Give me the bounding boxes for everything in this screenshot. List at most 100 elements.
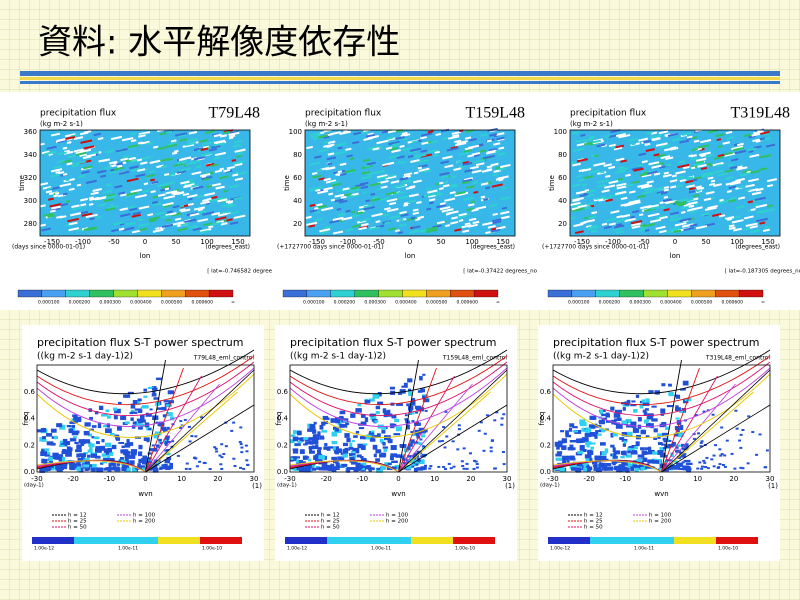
spectrum-cell <box>213 446 217 449</box>
spectrum-cell <box>142 455 148 460</box>
spectrum-cell <box>333 466 340 471</box>
field-streak <box>765 143 776 148</box>
spectrum-cell <box>141 466 148 471</box>
field-streak <box>468 223 478 228</box>
spectrum-cell <box>648 390 654 394</box>
colorbar-label: 0.000400 <box>130 300 152 306</box>
field-streak <box>223 189 229 193</box>
colorbar-cell <box>715 289 740 298</box>
field-streak <box>137 218 143 222</box>
field-streak <box>379 197 390 202</box>
field-streak <box>334 150 346 155</box>
field-streak <box>67 154 76 159</box>
spectrum-cell <box>465 462 469 465</box>
field-streak <box>463 149 472 153</box>
spectrum-cell <box>599 455 607 460</box>
spectrum-cell <box>89 446 93 450</box>
spectrum-cell <box>725 439 729 442</box>
spectrum-cell <box>569 455 575 459</box>
field-streak <box>691 147 698 152</box>
spectrum-cell <box>323 417 330 420</box>
field-streak <box>650 134 663 139</box>
spectrum-cell <box>138 451 143 457</box>
spectrum-cell <box>190 435 194 438</box>
x-tick-label: 50 <box>172 238 181 246</box>
field-streak <box>397 231 404 235</box>
spectrum-cell <box>327 466 332 471</box>
field-streak <box>697 163 707 168</box>
spectrum-cell <box>308 445 315 450</box>
spectrum-cell <box>631 450 638 455</box>
spectrum-cell <box>616 417 622 422</box>
field-streak <box>614 169 626 175</box>
spectrum-cell <box>380 465 386 470</box>
spectrum-cell <box>105 467 109 471</box>
field-streak <box>679 139 689 144</box>
spectrum-cell <box>167 390 175 395</box>
y-axis-label: time <box>548 175 556 191</box>
spectrum-cell <box>419 376 423 381</box>
field-streak <box>167 157 173 161</box>
spectrum-cell <box>648 446 652 451</box>
field-streak <box>456 140 468 145</box>
field-streak <box>327 162 333 166</box>
field-streak <box>669 179 678 183</box>
spectrum-cell <box>334 460 339 464</box>
spectrum-cell <box>694 414 698 417</box>
field-streak <box>323 177 331 182</box>
spectrum-cell <box>58 456 64 460</box>
spectrum-cell <box>700 440 704 443</box>
field-streak <box>489 133 498 137</box>
field-streak <box>501 186 508 190</box>
spectrum-cell <box>116 463 121 466</box>
resolution-label: T319L48 <box>730 105 790 122</box>
spectrum-cell <box>405 424 410 430</box>
field-streak <box>439 206 451 211</box>
kelvin-line <box>145 369 255 473</box>
field-streak <box>398 218 404 222</box>
spectrum-cell <box>598 420 605 423</box>
spectrum-cell <box>662 437 668 441</box>
spectrum-cell <box>317 458 321 462</box>
field-streak <box>315 188 321 192</box>
spectrum-cell <box>665 459 673 462</box>
field-streak <box>467 203 475 207</box>
spectrum-cell <box>631 462 638 466</box>
field-streak <box>647 212 660 218</box>
spectrum-cell <box>495 411 499 414</box>
spectrum-cell <box>390 453 398 458</box>
y-tick-label: 0.0 <box>540 468 551 476</box>
spectrum-cell <box>644 447 651 450</box>
colorbar-cell <box>378 289 403 298</box>
field-streak <box>608 180 619 185</box>
field-streak <box>632 209 640 214</box>
spectrum-cell <box>569 440 577 443</box>
spectrum-cell <box>66 424 72 428</box>
field-streak <box>695 225 708 230</box>
field-streak <box>605 198 613 202</box>
field-streak <box>68 221 78 226</box>
x-tick-label: -20 <box>320 475 331 483</box>
field-streak <box>335 142 347 147</box>
field-streak <box>698 151 711 157</box>
spectrum-cell <box>683 459 691 463</box>
colorbar-label: 1.00e-10 <box>455 546 475 552</box>
spectrum-cell <box>565 430 569 436</box>
spectrum-cell <box>317 447 322 450</box>
spectrum-cell <box>59 424 66 430</box>
colorbar-cell <box>473 289 499 298</box>
spectrum-cell <box>599 409 603 414</box>
field-streak <box>73 148 86 153</box>
field-streak <box>700 139 712 144</box>
x-tick-label: -10 <box>104 475 115 483</box>
field-streak <box>759 137 765 141</box>
field-streak <box>435 132 442 137</box>
spectrum-cell <box>141 461 148 465</box>
x-tick-label: 30 <box>766 475 775 483</box>
spectrum-cell <box>244 444 248 447</box>
field-streak <box>180 222 190 227</box>
field-streak <box>608 222 616 226</box>
field-streak <box>570 203 583 209</box>
spectrum-cell <box>118 459 123 462</box>
field-streak <box>665 163 672 167</box>
